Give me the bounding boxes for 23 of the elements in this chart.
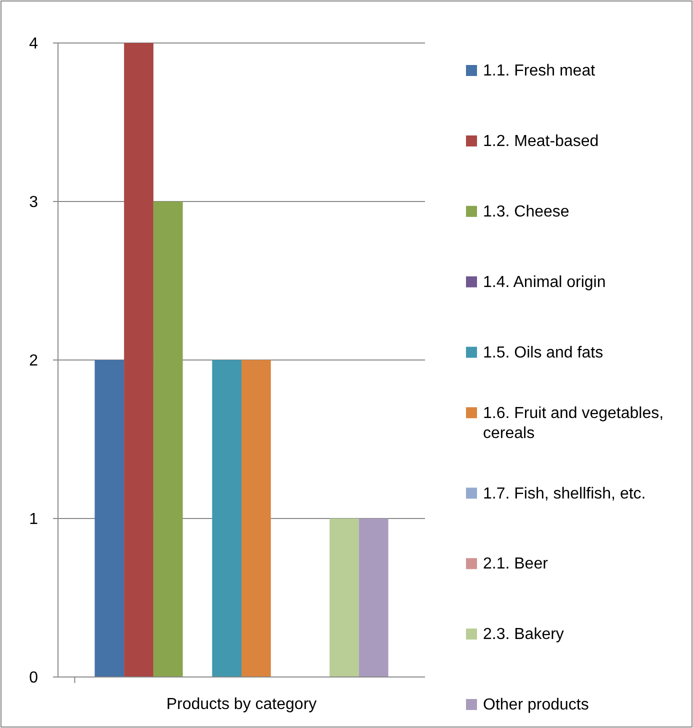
legend-label: 1.5. Oils and fats [483,344,604,362]
legend-label: 1.2. Meat-based [483,133,599,150]
legend-label: 2.3. Bakery [483,626,564,644]
y-tick-label: 1 [29,511,38,528]
y-tick-label: 4 [29,36,38,53]
legend-label: 1.1. Fresh meat [483,62,596,80]
bar [358,518,388,677]
x-tick-label: Products by category [166,696,317,713]
legend-label: Other products [483,696,589,714]
legend-label: 1.4. Animal origin [483,274,606,291]
legend-label: 2.1. Beer [483,556,549,573]
bar [153,202,183,677]
y-tick-label: 3 [29,194,38,212]
bar [94,360,124,677]
bar [242,360,271,677]
legend-label: 1.3. Cheese [483,203,570,220]
y-tick-label: 2 [29,352,38,370]
bar [330,518,359,677]
legend-label: 1.6. Fruit and vegetables, cereals [483,404,664,442]
bar [124,43,154,677]
bar [212,360,242,677]
legend-label: 1.7. Fish, shellfish, etc. [483,485,646,502]
y-tick-label: 0 [29,670,38,687]
